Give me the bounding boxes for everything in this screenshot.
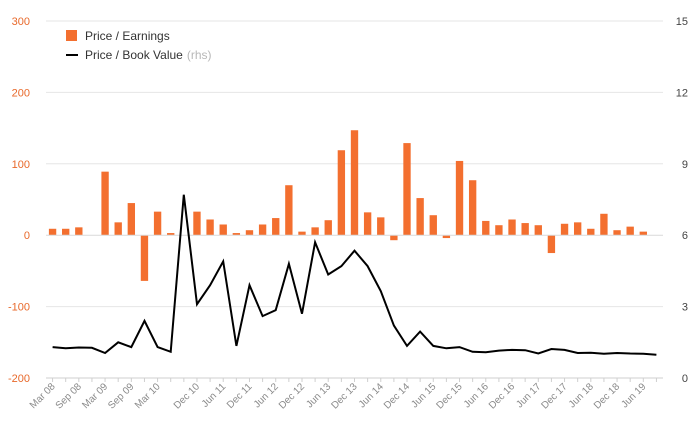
x-tick-label: Dec 16 bbox=[487, 381, 517, 411]
bar-sep-12 bbox=[285, 185, 293, 236]
x-tick-label: Mar 08 bbox=[28, 381, 58, 411]
x-tick-label: Dec 12 bbox=[277, 381, 307, 411]
bar-mar-18 bbox=[573, 222, 582, 236]
bar-sep-09 bbox=[127, 203, 136, 236]
x-tick-label: Sep 08 bbox=[54, 381, 84, 411]
y-right-tick-label: 9 bbox=[682, 159, 688, 171]
bar-sep-11 bbox=[232, 233, 241, 236]
y-left-tick-label: 0 bbox=[24, 230, 30, 242]
bar-jun-14 bbox=[377, 217, 385, 236]
x-tick-label: Jun 16 bbox=[462, 381, 491, 410]
legend-label-price-book-value: Price / Book Value (rhs) bbox=[85, 48, 212, 62]
x-tick-label: Dec 13 bbox=[329, 381, 359, 411]
y-axis-right: 15 12 9 6 3 0 bbox=[676, 16, 688, 385]
y-left-tick-label: 100 bbox=[12, 159, 30, 171]
bar-dec-12 bbox=[298, 231, 306, 236]
bar-sep-17 bbox=[547, 235, 556, 254]
price-book-value-line bbox=[52, 194, 657, 356]
bar-sep-15 bbox=[442, 235, 451, 239]
bar-jun-13 bbox=[324, 220, 332, 236]
bar-mar-13 bbox=[311, 227, 319, 236]
x-tick-label: Mar 10 bbox=[133, 381, 163, 411]
y-right-tick-label: 3 bbox=[682, 302, 688, 314]
bar-sep-16 bbox=[495, 225, 503, 236]
bar-jun-17 bbox=[534, 225, 542, 236]
legend-label-price-earnings: Price / Earnings bbox=[85, 29, 170, 43]
bar-jun-10 bbox=[167, 233, 175, 236]
bar-mar-14 bbox=[363, 212, 372, 236]
legend-swatch-price-earnings bbox=[66, 30, 77, 41]
y-left-tick-label: -200 bbox=[8, 373, 30, 385]
y-left-tick-label: 300 bbox=[12, 16, 30, 28]
y-right-tick-label: 0 bbox=[682, 373, 688, 385]
x-tick-label: Sep 09 bbox=[106, 381, 136, 411]
bar-jun-18 bbox=[587, 228, 595, 236]
bar-jun-15 bbox=[429, 215, 437, 236]
bar-dec-14 bbox=[403, 143, 411, 236]
bar-sep-14 bbox=[390, 235, 398, 241]
bar-jun-08 bbox=[62, 228, 70, 236]
bar-dec-16 bbox=[508, 219, 516, 236]
legend-label-price-book-value-text: Price / Book Value bbox=[85, 48, 183, 62]
bar-mar-12 bbox=[258, 224, 267, 236]
bar-dec-18 bbox=[613, 230, 621, 236]
price-earnings-bars bbox=[48, 130, 647, 281]
x-tick-label: Jun 11 bbox=[200, 381, 229, 410]
bar-jun-09 bbox=[114, 222, 122, 236]
bar-sep-13 bbox=[337, 150, 346, 236]
bar-dec-11 bbox=[245, 230, 254, 236]
bar-sep-08 bbox=[75, 227, 83, 236]
x-tick-label: Jun 17 bbox=[514, 381, 543, 410]
y-right-tick-label: 6 bbox=[682, 230, 688, 242]
bar-sep-18 bbox=[600, 213, 608, 236]
bar-dec-10 bbox=[193, 211, 201, 236]
x-tick-label: Mar 09 bbox=[80, 381, 110, 411]
x-axis-ticks bbox=[52, 378, 657, 382]
bar-jun-16 bbox=[482, 220, 490, 236]
x-tick-label: Dec 15 bbox=[434, 381, 464, 411]
x-tick-label: Dec 17 bbox=[539, 381, 569, 411]
bar-dec-09 bbox=[140, 235, 149, 281]
x-tick-label: Dec 18 bbox=[592, 381, 622, 411]
x-tick-label: Jun 14 bbox=[357, 381, 386, 410]
bar-dec-17 bbox=[560, 223, 569, 236]
x-tick-label: Jun 13 bbox=[304, 381, 333, 410]
x-tick-label: Dec 11 bbox=[225, 381, 255, 411]
bar-mar-16 bbox=[468, 180, 477, 236]
bar-mar-08 bbox=[48, 228, 57, 236]
x-tick-label: Dec 10 bbox=[172, 381, 202, 411]
bar-mar-17 bbox=[521, 223, 529, 236]
y-axis-left: 300 200 100 0 -100 -200 bbox=[8, 16, 30, 385]
bar-mar-09 bbox=[101, 171, 109, 236]
legend-note-rhs: (rhs) bbox=[187, 48, 212, 62]
bar-jun-12 bbox=[272, 218, 280, 236]
bar-mar-11 bbox=[206, 219, 214, 236]
bar-dec-13 bbox=[350, 130, 359, 236]
y-right-tick-label: 12 bbox=[676, 87, 688, 99]
bar-mar-10 bbox=[153, 211, 162, 236]
bar-jun-19 bbox=[639, 231, 647, 236]
bar-dec-15 bbox=[455, 160, 464, 236]
x-tick-label: Jun 15 bbox=[409, 381, 438, 410]
bar-jun-11 bbox=[219, 224, 227, 236]
x-tick-label: Jun 18 bbox=[567, 381, 596, 410]
bar-mar-19 bbox=[626, 226, 634, 236]
x-tick-label: Jun 19 bbox=[619, 381, 648, 410]
y-left-tick-label: -100 bbox=[8, 302, 30, 314]
x-tick-label: Dec 14 bbox=[382, 381, 412, 411]
legend: Price / Earnings Price / Book Value (rhs) bbox=[66, 29, 212, 62]
y-right-tick-label: 15 bbox=[676, 16, 688, 28]
y-left-tick-label: 200 bbox=[12, 87, 30, 99]
x-tick-label: Jun 12 bbox=[252, 381, 281, 410]
bar-mar-15 bbox=[416, 198, 424, 236]
